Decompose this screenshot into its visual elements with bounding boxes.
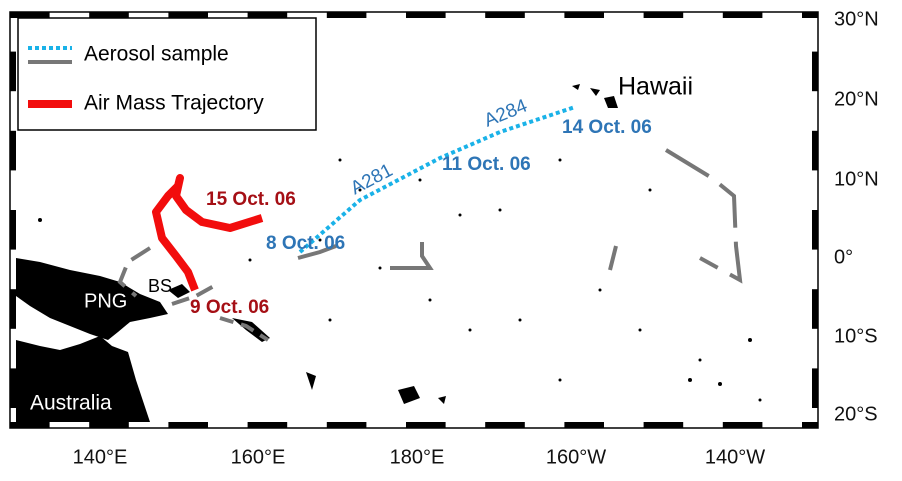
legend: [17, 17, 317, 131]
trajectory: [152, 174, 264, 292]
date-label: 14 Oct. 06: [562, 117, 652, 138]
border-segment: [10, 210, 16, 250]
border-segment: [10, 12, 50, 18]
border-segment: [10, 130, 16, 171]
border-segment: [10, 289, 16, 329]
land: [16, 84, 762, 422]
border-segment: [564, 12, 604, 18]
date-label: 8 Oct. 06: [266, 233, 345, 254]
place-label: Hawaii: [618, 73, 693, 101]
gray-track: [171, 284, 215, 306]
y-tick-label: 10°S: [834, 325, 878, 347]
border-segment: [802, 12, 818, 18]
border-segment: [812, 130, 818, 171]
gray-track: [608, 245, 618, 271]
border-segment: [485, 422, 525, 428]
y-tick-label: 0°: [834, 246, 853, 268]
border-segment: [722, 12, 763, 18]
border-segment: [564, 422, 604, 428]
border-segment: [812, 210, 818, 250]
x-tick-label: 140°W: [705, 446, 765, 468]
border-segment: [168, 12, 208, 18]
border-segment: [89, 12, 129, 18]
sample-tracks: [117, 148, 743, 342]
gray-track: [390, 242, 434, 270]
border-segment: [722, 422, 763, 428]
border-segment: [326, 422, 367, 428]
date-label: 9 Oct. 06: [190, 297, 269, 318]
x-tick-label: 140°E: [73, 446, 128, 468]
new-britain: [168, 284, 190, 298]
border-segment: [643, 12, 684, 18]
border-segment: [247, 422, 288, 428]
frame-border: [10, 12, 818, 428]
legend-label: Air Mass Trajectory: [84, 92, 264, 115]
border-segment: [10, 51, 16, 92]
x-tick-label: 180°E: [390, 446, 445, 468]
border-segment: [485, 12, 525, 18]
border-segment: [812, 289, 818, 329]
border-segment: [168, 422, 208, 428]
place-label: BS: [148, 276, 172, 296]
y-tick-label: 10°N: [834, 168, 879, 190]
gray-track: [664, 148, 743, 284]
hawaii-islands: [572, 84, 618, 108]
gray-track: [117, 246, 152, 298]
border-segment: [802, 422, 818, 428]
border-segment: [247, 12, 288, 18]
axis-labels: 140°E 160°E 180°E 160°W 140°W 30°N 20°N 10°N 0° 1…: [73, 8, 879, 468]
place-label: Australia: [30, 392, 112, 415]
border-segment: [643, 422, 684, 428]
date-label: 11 Oct. 06: [442, 154, 531, 175]
x-tick-label: 160°W: [546, 446, 606, 468]
date-label: 15 Oct. 06: [206, 189, 296, 210]
aerosol-track: [298, 105, 576, 254]
border-segment: [812, 368, 818, 408]
x-tick-label: 160°E: [231, 446, 286, 468]
place-label: PNG: [84, 290, 127, 312]
islands: [38, 158, 762, 402]
y-tick-label: 20°S: [834, 403, 878, 425]
new-guinea: [16, 258, 168, 340]
australia: [16, 336, 150, 422]
gray-track: [297, 244, 337, 260]
legend-label: Aerosol sample: [84, 43, 229, 66]
gray-track: [219, 316, 270, 342]
y-tick-label: 30°N: [834, 8, 879, 30]
y-tick-label: 20°N: [834, 88, 879, 110]
border-segment: [10, 368, 16, 408]
border-segment: [812, 51, 818, 92]
border-segment: [406, 422, 446, 428]
fiji-vanuatu: [306, 372, 446, 404]
border-segment: [89, 422, 129, 428]
border-segment: [326, 12, 367, 18]
border-segment: [406, 12, 446, 18]
border-segment: [10, 422, 50, 428]
